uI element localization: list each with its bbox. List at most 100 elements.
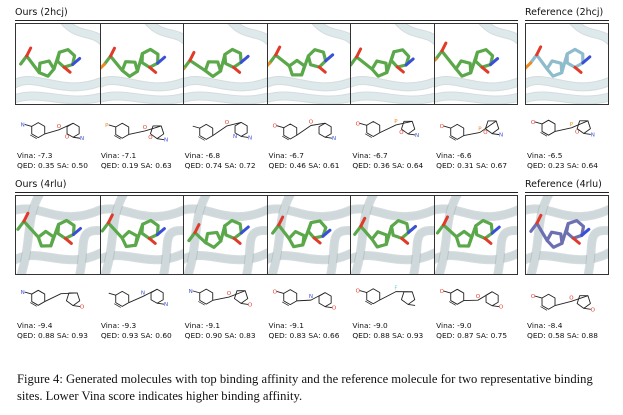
molecule-metrics: Vina: -7.3 QED: 0.35 SA: 0.50 [17, 151, 88, 171]
qed-sa-scores: QED: 0.46 SA: 0.61 [269, 161, 340, 171]
atom-label: N [164, 138, 168, 144]
protein-ribbon [433, 77, 517, 91]
protein-ribbon [99, 205, 183, 221]
reference-title-2hcj: Reference (2hcj) [525, 7, 604, 18]
molecule-skeleton [192, 288, 248, 306]
atom-label: O [80, 305, 85, 311]
protein-ribbon [433, 92, 517, 104]
atom-label: O [57, 124, 62, 130]
molecule-skeleton [24, 122, 81, 139]
protein-ribbon [350, 92, 434, 104]
molecule-skeleton [108, 288, 164, 308]
qed-sa-scores: QED: 0.88 SA: 0.93 [352, 331, 423, 341]
docking-pose-image [16, 196, 100, 274]
vina-score: Vina: -7.3 [17, 151, 53, 160]
atom-label: N [188, 289, 192, 295]
atom-label: O [440, 289, 445, 295]
molecule-structure: O P N O [99, 109, 182, 149]
molecule-2d-drawing: O O O [531, 293, 596, 313]
panel-divider [433, 196, 435, 274]
protein-ribbon [16, 249, 100, 264]
molecule-structure: O O N [267, 109, 350, 149]
protein-ribbon [526, 77, 608, 91]
molecule-structure: O N N [183, 109, 266, 149]
molecule-metrics: Vina: -6.7 QED: 0.36 SA: 0.64 [352, 151, 423, 171]
atom-label: N [308, 294, 312, 300]
qed-sa-scores: QED: 0.83 SA: 0.66 [269, 331, 340, 341]
sa-score: SA: 0.75 [476, 331, 508, 340]
qed-sa-scores: QED: 0.36 SA: 0.64 [352, 161, 423, 171]
atom-label: O [499, 305, 504, 311]
panel-divider [183, 24, 184, 104]
protein-ribbon [145, 24, 183, 44]
protein-ribbon [159, 227, 183, 274]
atom-label: N [141, 290, 145, 296]
ligand-sticks [19, 46, 82, 78]
molecule-2d-drawing: O N N O [21, 122, 84, 142]
protein-ribbon [570, 24, 608, 44]
protein-ribbon [526, 249, 608, 264]
qed-sa-scores: QED: 0.74 SA: 0.72 [185, 161, 256, 171]
ligand-sticks [266, 45, 334, 77]
molecule-structure: N O O [267, 279, 350, 319]
vina-score: Vina: -6.7 [268, 151, 304, 160]
molecule-2d-drawing: O O N [272, 119, 336, 142]
atom-label: O [143, 125, 148, 131]
docking-pose-render [99, 196, 183, 274]
panel-divider [350, 24, 351, 104]
docking-pose-render [183, 24, 267, 104]
atom-label: P [570, 122, 574, 128]
protein-ribbon [17, 196, 43, 274]
qed-score: QED: 0.74 [184, 161, 223, 170]
qed-score: QED: 0.46 [268, 161, 306, 170]
reference-pose-render [526, 24, 608, 104]
protein-ribbon [312, 24, 350, 44]
protein-ribbon [433, 205, 517, 221]
ligand-sticks [16, 211, 82, 248]
qed-score: QED: 0.31 [436, 161, 474, 170]
atom-label: O [569, 295, 574, 301]
protein-ribbon [350, 77, 434, 91]
protein-ribbon [62, 24, 100, 44]
reference-metrics: Vina: -8.4 QED: 0.58 SA: 0.88 [527, 321, 598, 341]
molecule-metrics: Vina: -9.0 QED: 0.87 SA: 0.75 [436, 321, 507, 341]
vina-score: Vina: -6.8 [184, 151, 221, 160]
sa-score: SA: 0.63 [140, 161, 172, 170]
vina-score: Vina: -6.6 [436, 151, 472, 160]
protein-ribbon [183, 249, 267, 264]
ligand-sticks [99, 46, 166, 78]
panel-divider [266, 24, 268, 104]
docking-pose-image [183, 196, 267, 274]
qed-sa-scores: QED: 0.58 SA: 0.88 [527, 331, 598, 341]
docking-pose-image [433, 196, 517, 274]
atom-label: O [440, 124, 445, 130]
panel-divider [266, 196, 268, 274]
reference-docking-panel-4rlu [525, 195, 609, 275]
molecule-structure: O O O [434, 279, 517, 319]
atom-label: N [21, 290, 25, 296]
docking-pose-render [99, 24, 183, 104]
protein-ribbon [584, 227, 608, 274]
protein-ribbon [183, 92, 267, 104]
molecule-2d-drawing: FO [356, 286, 416, 306]
protein-ribbon [266, 77, 350, 91]
molecule-2d-drawing: O N O [188, 288, 253, 308]
atom-label: N [21, 122, 25, 128]
molecule-metrics: Vina: -6.6 QED: 0.31 SA: 0.67 [436, 151, 507, 171]
docking-pose-render [266, 196, 350, 274]
molecule-2d-drawing: NO [21, 289, 85, 311]
molecule-structure: O N O [183, 279, 266, 319]
section-rule-4rlu [15, 192, 518, 193]
protein-ribbon [183, 77, 267, 91]
docking-panel-4rlu [15, 195, 518, 275]
molecule-2d-drawing: O O O [440, 288, 504, 311]
figure-caption: Figure 4: Generated molecules with top b… [17, 372, 593, 403]
panel-divider [99, 196, 101, 274]
ligand-sticks [529, 213, 591, 249]
protein-ribbon [493, 227, 517, 274]
protein-ribbon [99, 92, 183, 104]
